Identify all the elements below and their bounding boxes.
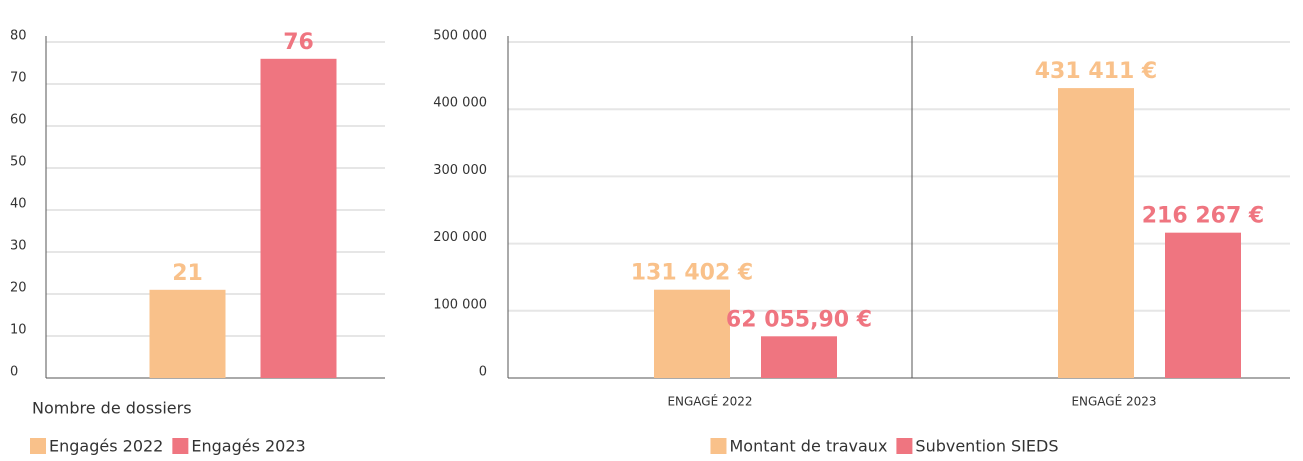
legend-label: Subvention SIEDS: [915, 437, 1058, 456]
bar: [260, 58, 337, 379]
y-tick-label: 20: [10, 281, 27, 296]
value-label: 62 055,90 €: [726, 307, 872, 332]
x-tick-label: ENGAGÉ 2023: [1071, 394, 1156, 409]
value-label: 21: [172, 261, 203, 286]
value-label: 216 267 €: [1142, 204, 1264, 229]
x-axis-label: Nombre de dossiers: [32, 399, 192, 418]
y-tick-label: 50: [10, 155, 27, 170]
y-tick-label: 500 000: [433, 29, 487, 44]
y-tick-label: 60: [10, 113, 27, 128]
bar: [1165, 232, 1241, 378]
legend-swatch: [30, 438, 46, 454]
y-tick-label: 400 000: [433, 96, 487, 111]
y-tick-label: 80: [10, 29, 27, 44]
x-tick-label: ENGAGÉ 2022: [667, 394, 752, 409]
value-label: 431 411 €: [1035, 59, 1157, 84]
bar: [149, 289, 226, 378]
legend-label: Engagés 2022: [49, 437, 163, 456]
value-label: 131 402 €: [631, 261, 753, 286]
y-tick-label: 0: [10, 365, 18, 380]
bar: [654, 289, 730, 378]
y-tick-label: 0: [479, 365, 487, 380]
y-tick-label: 10: [10, 323, 27, 338]
y-tick-label: 200 000: [433, 230, 487, 245]
y-tick-label: 70: [10, 71, 27, 86]
legend-swatch: [172, 438, 189, 454]
y-tick-label: 40: [10, 197, 27, 212]
legend-swatch: [896, 438, 913, 454]
legend-label: Engagés 2023: [191, 437, 305, 456]
y-tick-label: 100 000: [433, 297, 487, 312]
legend-swatch: [710, 438, 727, 454]
bar: [761, 336, 837, 378]
bar: [1058, 88, 1134, 379]
y-tick-label: 30: [10, 239, 27, 254]
legend-label: Montant de travaux: [729, 437, 887, 456]
value-label: 76: [283, 30, 314, 55]
y-tick-label: 300 000: [433, 163, 487, 178]
